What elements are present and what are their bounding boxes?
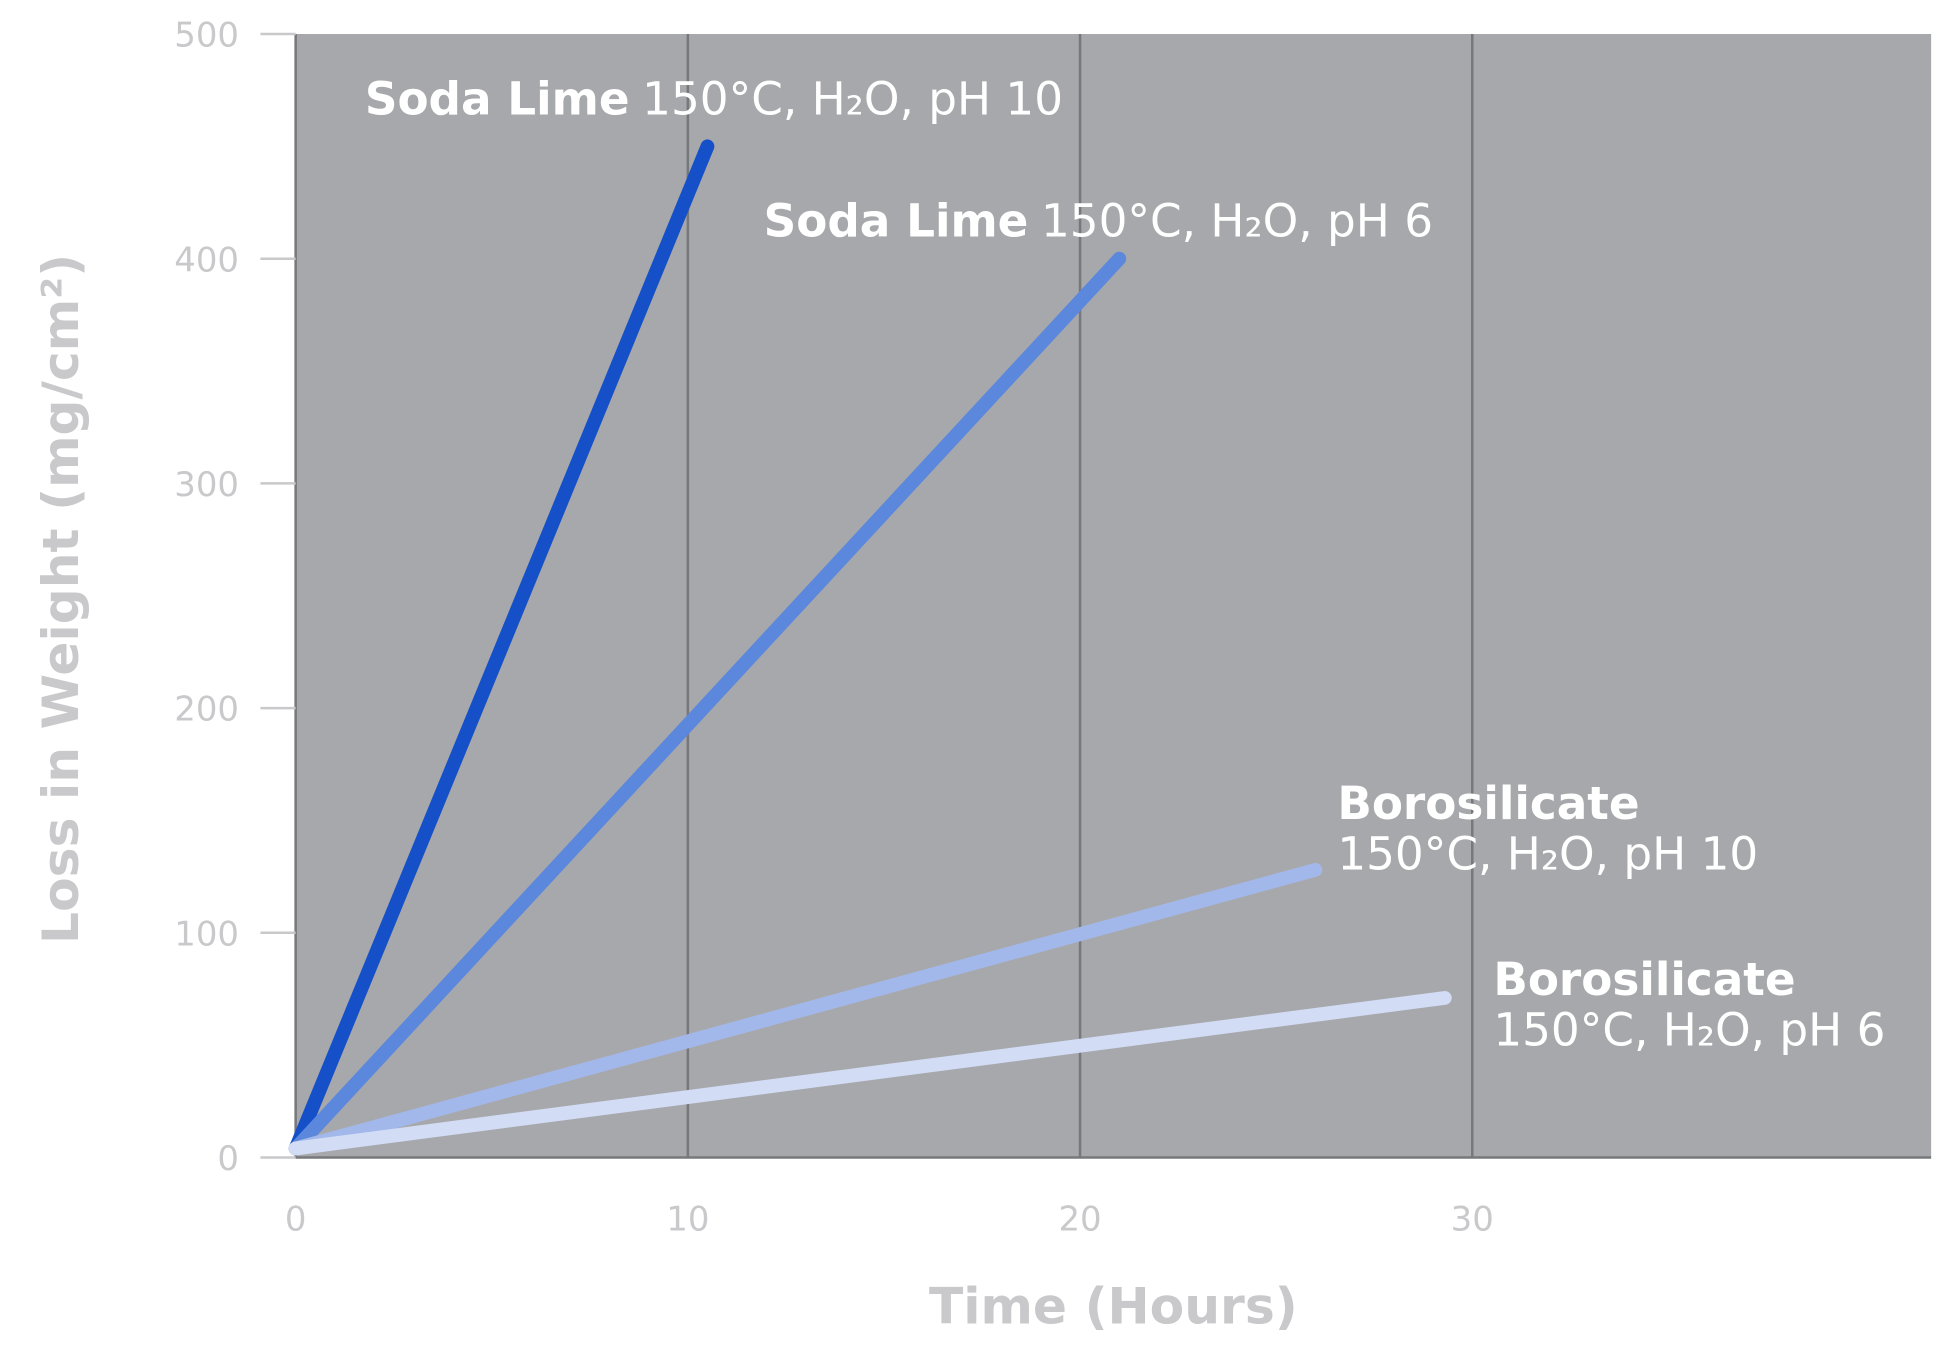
series-label: Borosilicate 150°C, H₂O, pH 10 [1337, 777, 1758, 880]
series-condition: 150°C, H₂O, pH 10 [642, 73, 1063, 126]
series-name: Borosilicate [1493, 953, 1795, 1006]
series-condition: 150°C, H₂O, pH 6 [1493, 1004, 1885, 1057]
y-tick-label: 200 [174, 690, 239, 730]
x-tick-label: 20 [1058, 1199, 1101, 1239]
series-name: Soda Lime [365, 73, 630, 126]
series-label: Soda Lime 150°C, H₂O, pH 10 [365, 73, 1063, 126]
y-tick-label: 500 [174, 16, 239, 56]
x-tick-label: 30 [1451, 1199, 1494, 1239]
series-line [288, 862, 1323, 1156]
series-line [288, 139, 715, 1156]
y-tick-label: 0 [217, 1139, 239, 1179]
x-axis-title: Time (Hours) [929, 1277, 1298, 1336]
y-axis-title: Loss in Weight (mg/cm²) [31, 254, 90, 944]
series-label: Soda Lime 150°C, H₂O, pH 6 [764, 195, 1433, 248]
series-line [288, 251, 1127, 1156]
x-tick-label: 0 [285, 1199, 307, 1239]
y-tick-label: 100 [174, 914, 239, 954]
series-label: Borosilicate 150°C, H₂O, pH 6 [1493, 953, 1885, 1056]
series-name: Borosilicate [1337, 777, 1639, 830]
plot-background [295, 34, 1932, 1158]
series-name: Soda Lime [764, 195, 1029, 248]
series-condition: 150°C, H₂O, pH 10 [1337, 827, 1758, 880]
x-tick-label: 10 [666, 1199, 709, 1239]
y-tick-label: 400 [174, 240, 239, 280]
series-condition: 150°C, H₂O, pH 6 [1041, 195, 1433, 248]
series-line [288, 991, 1452, 1156]
y-tick-label: 300 [174, 465, 239, 505]
